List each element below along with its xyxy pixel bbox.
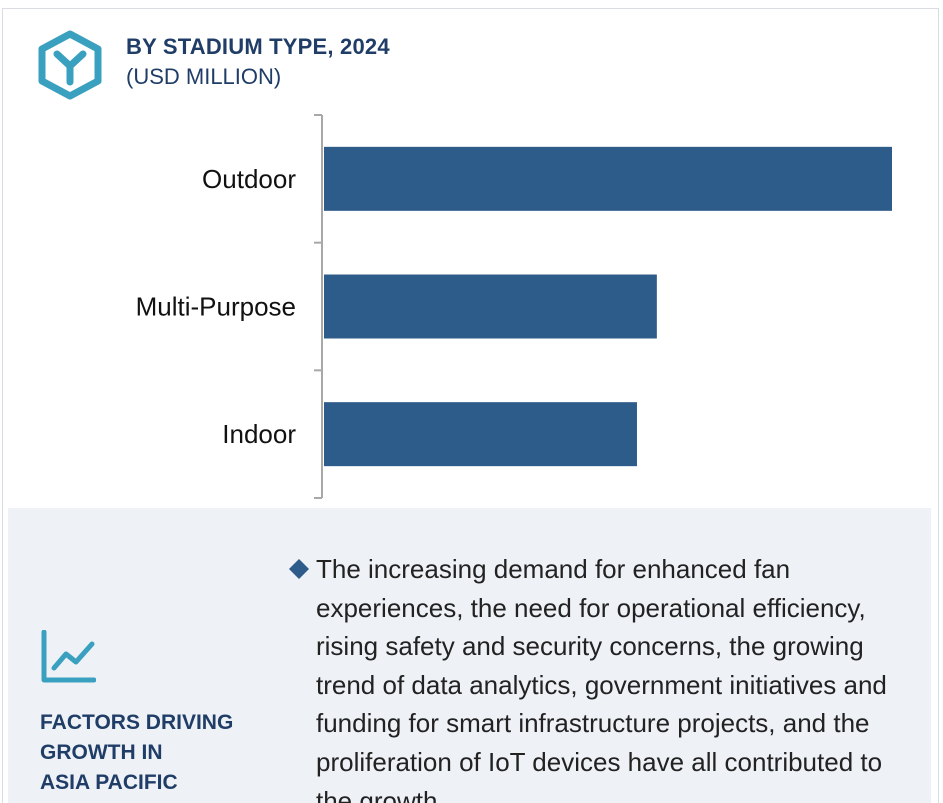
category-label: Multi-Purpose — [136, 292, 296, 322]
hexagon-y-icon — [38, 30, 102, 100]
chart-title: BY STADIUM TYPE, 2024 — [126, 34, 390, 59]
diamond-icon — [289, 559, 309, 579]
factors-panel: FACTORS DRIVING GROWTH IN ASIA PACIFIC T… — [8, 508, 931, 803]
category-label: Indoor — [222, 419, 296, 449]
y-axis — [314, 114, 323, 499]
bar-indoor — [324, 402, 637, 467]
category-label: Outdoor — [202, 164, 296, 194]
bar-multi-purpose — [324, 274, 657, 339]
factors-title-line: FACTORS DRIVING — [40, 711, 234, 734]
category-labels-group: Outdoor Multi-Purpose Indoor — [136, 164, 297, 449]
factors-title-line: ASIA PACIFIC — [40, 771, 178, 794]
chart-subtitle: (USD MILLION) — [126, 64, 282, 89]
line-chart-icon — [41, 630, 96, 683]
factors-title: FACTORS DRIVING GROWTH IN ASIA PACIFIC — [40, 708, 280, 798]
factors-title-line: GROWTH IN — [40, 741, 163, 764]
bars-group — [324, 146, 892, 467]
bar-outdoor — [324, 146, 892, 211]
bar-chart: Outdoor Multi-Purpose Indoor — [136, 114, 892, 499]
factor-bullet-text: The increasing demand for enhanced fan e… — [316, 554, 887, 803]
